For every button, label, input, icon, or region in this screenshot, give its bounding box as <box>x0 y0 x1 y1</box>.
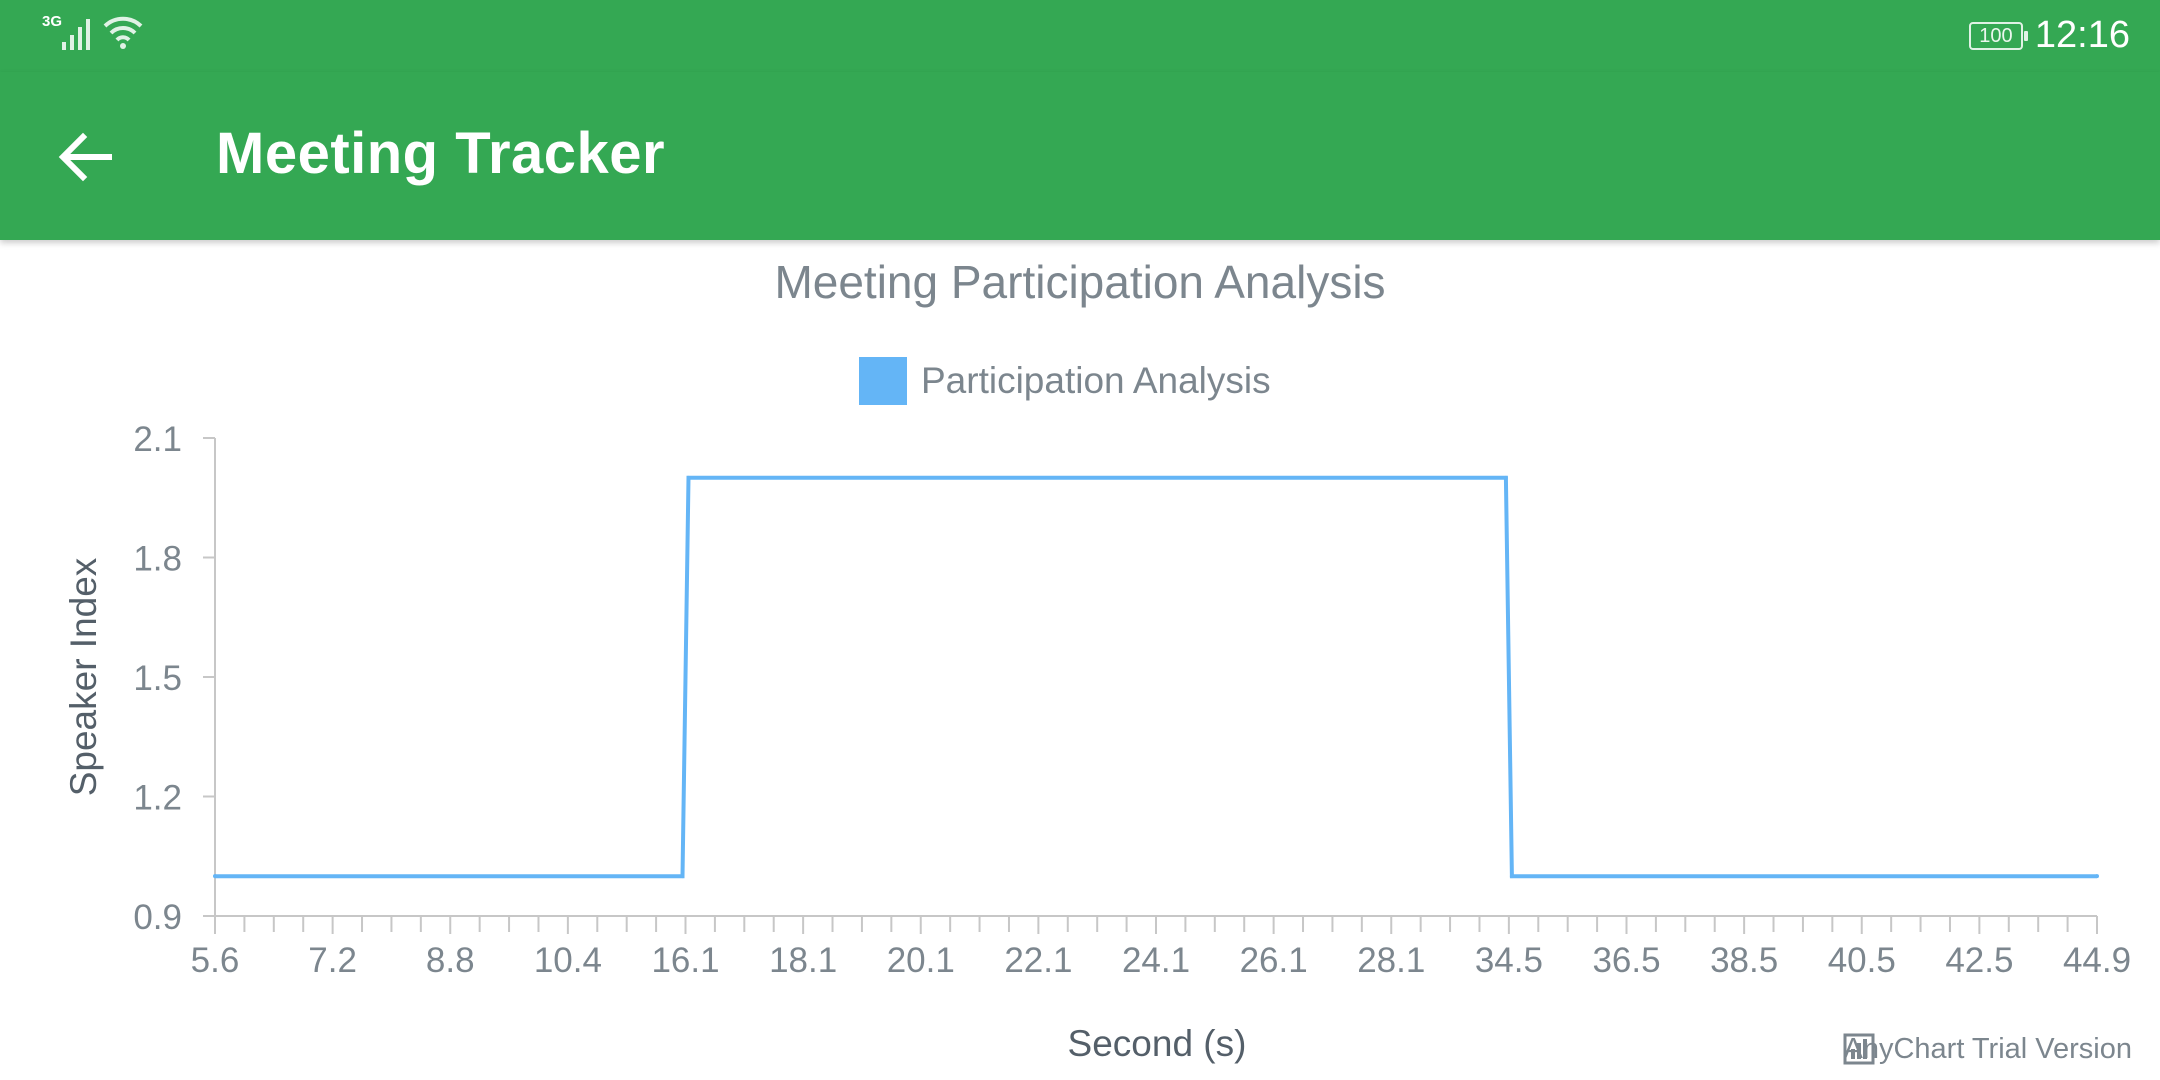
app-bar: Meeting Tracker <box>0 72 2160 240</box>
x-tick-label: 42.5 <box>1945 941 2013 980</box>
y-axis-label: Speaker Index <box>63 557 104 796</box>
y-tick-label: 1.2 <box>133 779 182 818</box>
x-tick-label: 28.1 <box>1357 941 1425 980</box>
clock: 12:16 <box>2034 14 2130 56</box>
battery-level: 100 <box>1979 24 2013 47</box>
y-axis-ticks: 0.9 1.2 1.5 1.8 2.1 <box>133 420 215 937</box>
series-line-0[interactable] <box>215 475 2097 879</box>
data-point[interactable] <box>686 475 691 480</box>
status-indicators: 3G <box>42 13 144 50</box>
series-layer <box>213 475 2099 879</box>
cellular-signal-icon <box>62 19 91 50</box>
arrow-back-icon <box>58 132 112 182</box>
x-tick-label: 20.1 <box>887 941 955 980</box>
status-bar: 3G 100 12:16 <box>0 0 2160 72</box>
x-tick-label: 36.5 <box>1592 941 1660 980</box>
participation-chart: Meeting Participation Analysis Participa… <box>63 256 2131 1064</box>
chart-logo-icon <box>1843 1033 1875 1065</box>
status-right: 100 12:16 <box>1968 14 2130 57</box>
watermark-text: AnyChart Trial Version <box>1843 1033 2132 1065</box>
data-point[interactable] <box>2095 874 2099 879</box>
x-tick-label: 16.1 <box>651 941 719 980</box>
x-tick-label: 44.9 <box>2063 941 2131 980</box>
wifi-icon <box>103 16 143 49</box>
x-tick-label: 24.1 <box>1122 941 1190 980</box>
network-type-label: 3G <box>42 13 63 30</box>
x-tick-label: 34.5 <box>1475 941 1543 980</box>
y-tick-label: 1.5 <box>133 659 182 698</box>
back-button[interactable] <box>40 112 130 202</box>
y-tick-label: 0.9 <box>133 898 182 937</box>
x-tick-label: 10.4 <box>534 941 602 980</box>
x-tick-label: 40.5 <box>1828 941 1896 980</box>
legend-swatch <box>859 357 907 405</box>
app-title: Meeting Tracker <box>216 121 666 186</box>
chart-title: Meeting Participation Analysis <box>774 256 1385 308</box>
data-point[interactable] <box>213 874 217 879</box>
data-point[interactable] <box>680 874 685 879</box>
trial-watermark[interactable]: AnyChart Trial Version <box>1843 1033 2132 1066</box>
data-point[interactable] <box>1503 475 1508 480</box>
legend-label[interactable]: Participation Analysis <box>921 360 1271 401</box>
x-tick-label: 7.2 <box>308 941 357 980</box>
y-tick-label: 2.1 <box>133 420 182 459</box>
data-point[interactable] <box>1509 874 1514 879</box>
x-tick-label: 22.1 <box>1004 941 1072 980</box>
x-axis-ticks: 5.6 7.2 8.8 10.4 16.1 18.1 20.1 22.1 24.1 26.1 28.… <box>191 916 2131 980</box>
chart-area: Meeting Participation Analysis Participa… <box>0 240 2160 1080</box>
x-tick-label: 8.8 <box>426 941 475 980</box>
y-tick-label: 1.8 <box>133 540 182 579</box>
x-tick-label: 26.1 <box>1240 941 1308 980</box>
x-tick-label: 18.1 <box>769 941 837 980</box>
battery-icon: 100 <box>1968 21 2028 50</box>
x-tick-label: 38.5 <box>1710 941 1778 980</box>
x-axis-label: Second (s) <box>1068 1023 1247 1064</box>
x-tick-label: 5.6 <box>191 941 240 980</box>
